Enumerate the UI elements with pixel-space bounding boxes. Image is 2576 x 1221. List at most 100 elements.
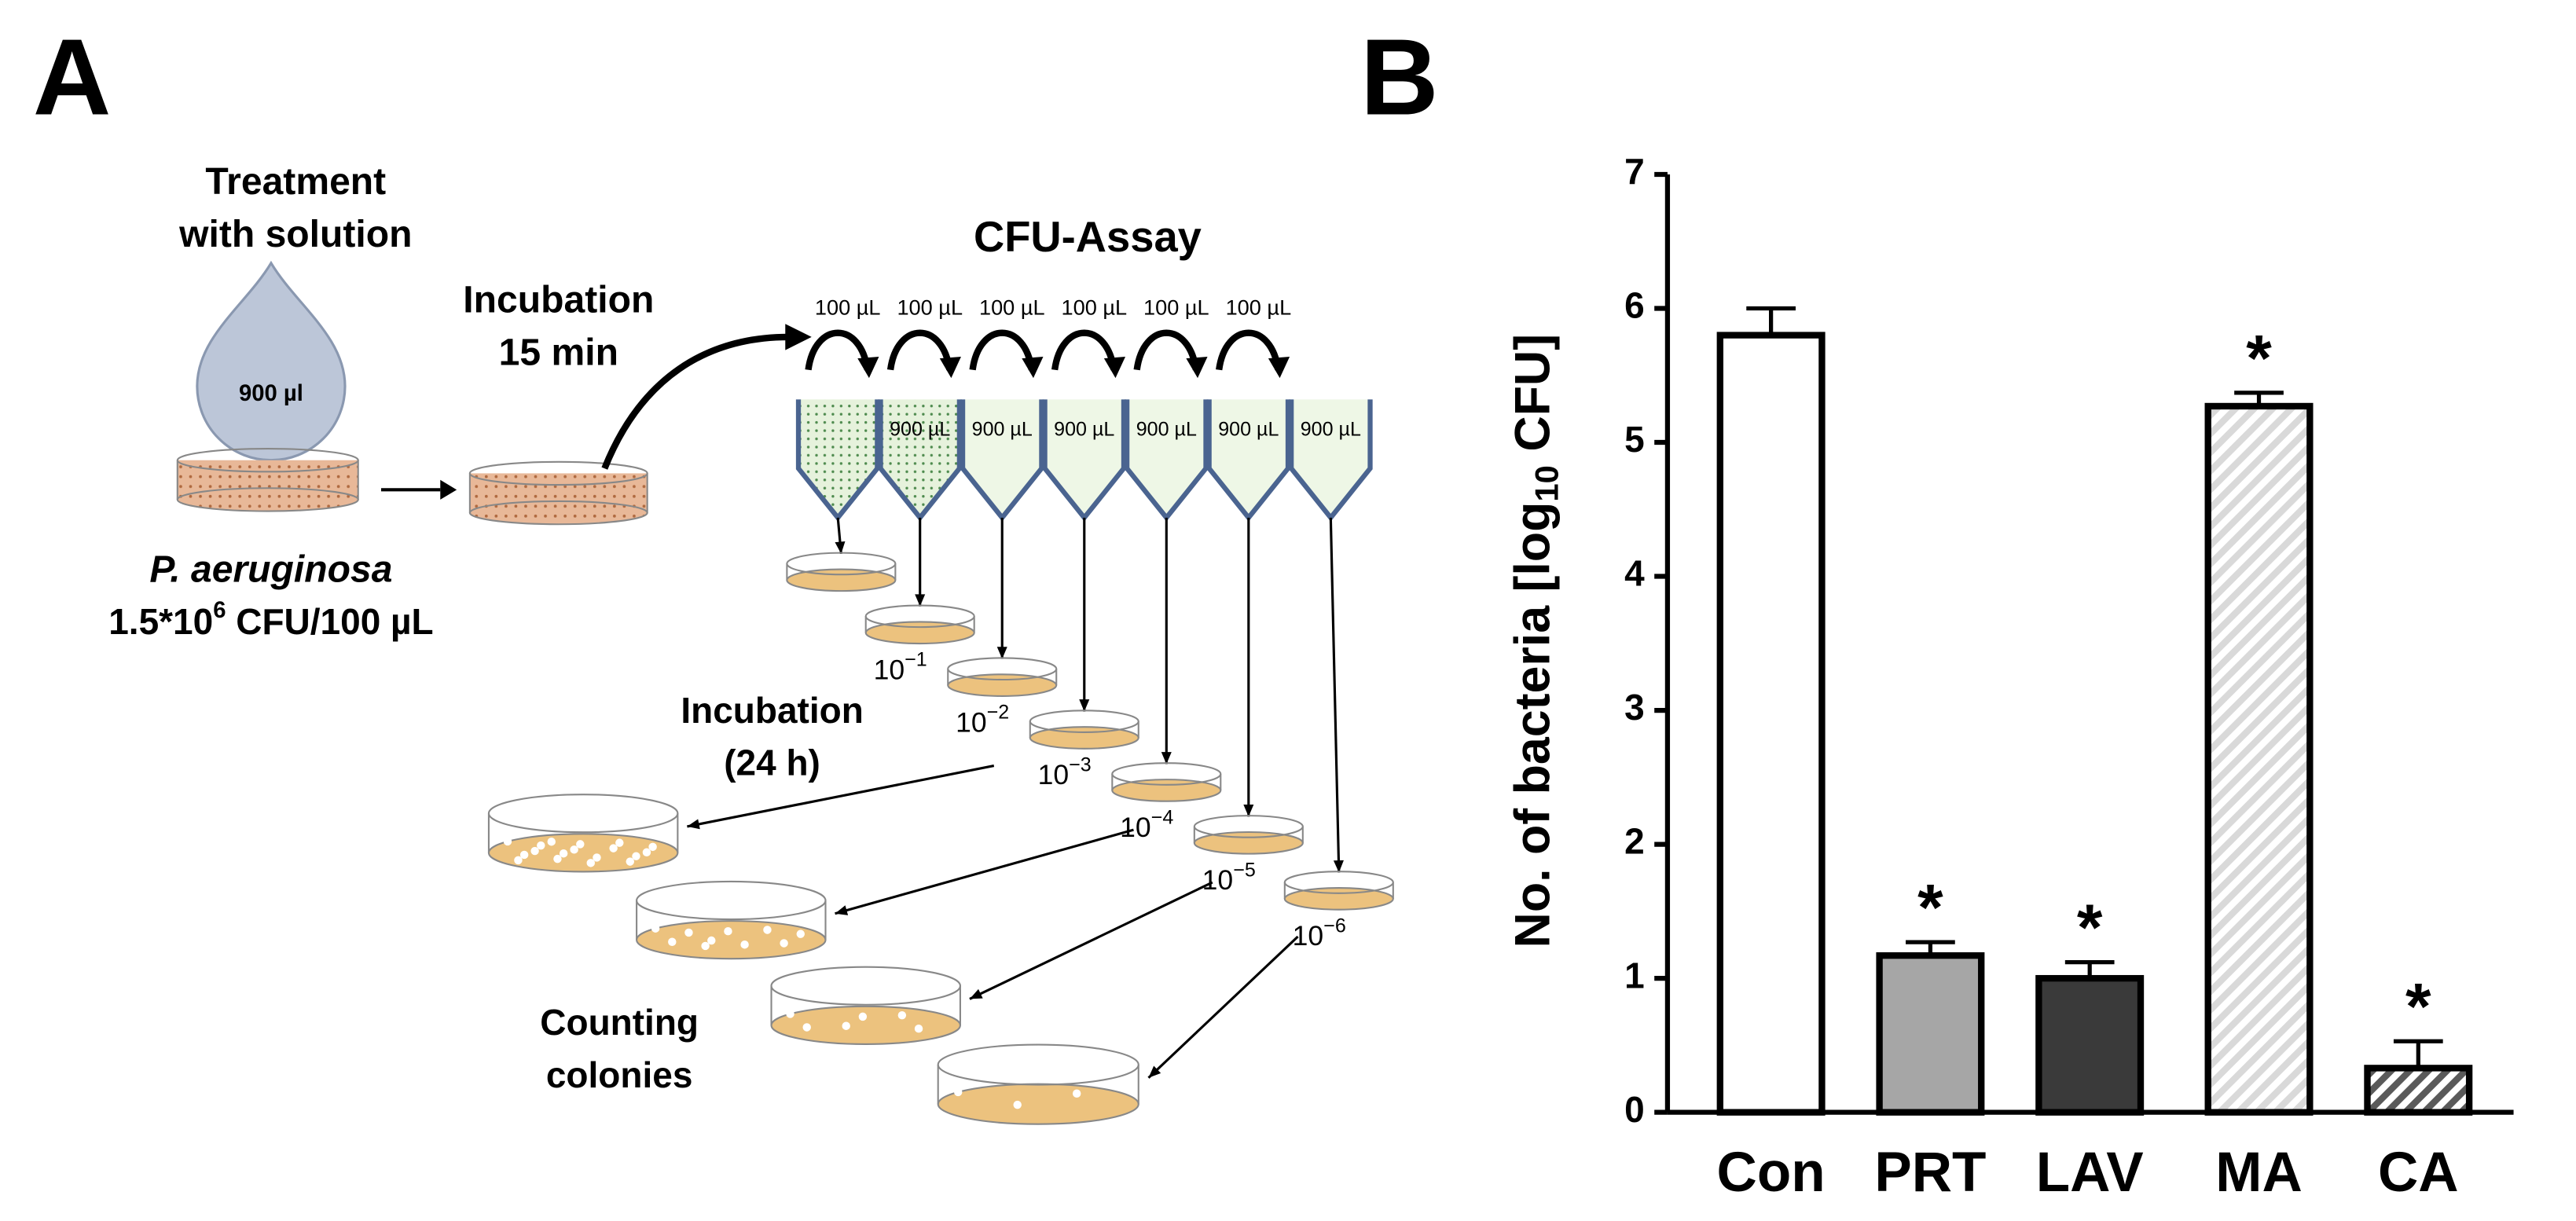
- label: Incubation: [681, 690, 863, 731]
- arrowhead: [969, 988, 983, 999]
- arrowhead: [939, 357, 961, 379]
- bar: [2364, 1065, 2473, 1116]
- label: Treatment: [205, 160, 386, 203]
- colony: [609, 844, 618, 852]
- arrow: [1147, 935, 1299, 1079]
- dish-agar: [1111, 779, 1222, 802]
- arrowhead: [996, 647, 1007, 659]
- dish: [947, 657, 1058, 697]
- x-tick-label: LAV: [2036, 1142, 2144, 1204]
- colony: [953, 1087, 963, 1097]
- dish: [937, 1043, 1139, 1125]
- dilution-label: 10−5: [1202, 859, 1256, 896]
- dish-agar: [947, 673, 1058, 697]
- label: No. of bacteria [log: [1505, 502, 1560, 948]
- dish-rim: [1111, 762, 1222, 786]
- colony: [576, 840, 585, 849]
- arrowhead: [440, 479, 457, 500]
- label: −1: [905, 648, 927, 670]
- label: Counting: [540, 1002, 699, 1043]
- arrowhead: [835, 541, 846, 554]
- dish: [786, 552, 897, 592]
- colony: [740, 940, 749, 949]
- dish-agar: [1193, 830, 1304, 855]
- colony: [632, 852, 640, 860]
- dish: [636, 880, 827, 960]
- dish-agar: [786, 568, 897, 592]
- label: 900 µL: [1136, 419, 1197, 441]
- label: 900 µL: [890, 419, 950, 441]
- arrowhead: [915, 594, 926, 607]
- dish-agar: [770, 1005, 961, 1045]
- label: with solution: [178, 213, 412, 255]
- label: 10: [1038, 760, 1070, 791]
- y-tick-label: 3: [1624, 687, 1645, 728]
- panel-label: B: [1360, 17, 1439, 138]
- y-tick-label: 1: [1624, 955, 1645, 996]
- colony: [668, 937, 677, 946]
- colony: [802, 1023, 811, 1032]
- dilution-label: 10−1: [874, 648, 927, 685]
- bar: [1716, 332, 1826, 1116]
- colony: [684, 928, 693, 937]
- y-tick-label: 0: [1624, 1089, 1645, 1130]
- colony: [897, 1010, 907, 1020]
- panel-label: A: [33, 17, 112, 138]
- dish-agar: [636, 920, 827, 960]
- label: −6: [1323, 915, 1346, 937]
- bar: [2035, 974, 2145, 1116]
- significance-mark: *: [2077, 890, 2103, 964]
- colony: [626, 857, 634, 866]
- dilution-well: [878, 399, 963, 522]
- label: 10: [1120, 812, 1151, 843]
- arrowhead: [835, 905, 849, 915]
- colony: [648, 842, 657, 852]
- y-tick-label: 4: [1624, 553, 1645, 594]
- dish-agar: [1029, 726, 1139, 750]
- label: 900 µl: [239, 381, 303, 406]
- dilution-label: 10−6: [1293, 915, 1346, 952]
- label: 1.5*106 CFU/100 µL: [108, 598, 433, 642]
- label: 10: [874, 654, 905, 686]
- label: 900 µL: [1218, 419, 1279, 441]
- label: colonies: [546, 1054, 693, 1095]
- dilution-label: 10−2: [956, 701, 1009, 738]
- label: 900 µL: [972, 419, 1033, 441]
- dish: [1283, 871, 1394, 911]
- arrowhead: [785, 324, 812, 350]
- dish: [176, 448, 359, 512]
- transfer-arc: [1216, 329, 1282, 371]
- x-tick-label: PRT: [1874, 1142, 1986, 1204]
- bar: [2204, 402, 2314, 1116]
- transfer-arc: [1051, 329, 1117, 371]
- label: 100 µL: [1226, 295, 1292, 320]
- y-tick-label: 7: [1624, 151, 1645, 192]
- arrowhead: [1161, 752, 1172, 764]
- x-tick-label: MA: [2215, 1142, 2303, 1204]
- colony: [593, 853, 601, 862]
- y-axis-label: No. of bacteria [log10 CFU]: [1505, 334, 1565, 948]
- dish: [1193, 815, 1304, 855]
- label: −3: [1069, 754, 1092, 776]
- arrowhead: [687, 819, 700, 830]
- colony: [786, 1010, 794, 1018]
- y-tick-label: 6: [1624, 285, 1645, 326]
- arrow: [969, 881, 1213, 1000]
- arrow: [601, 333, 789, 470]
- dish-agar: [1283, 887, 1394, 911]
- label: 10: [1202, 864, 1234, 896]
- label: 100 µL: [815, 295, 881, 320]
- label: 100 µL: [897, 295, 963, 320]
- arrowhead: [1148, 1065, 1161, 1078]
- colony: [842, 1021, 850, 1030]
- colony: [553, 854, 562, 864]
- label: 10: [1528, 465, 1565, 501]
- label: 1.5*10: [108, 601, 213, 642]
- x-tick-label: CA: [2378, 1142, 2459, 1204]
- label: 10: [1293, 920, 1324, 952]
- label: −4: [1151, 806, 1174, 828]
- dilution-well: [1124, 399, 1209, 522]
- label: P. aeruginosa: [149, 548, 392, 591]
- label: 15 min: [499, 332, 618, 374]
